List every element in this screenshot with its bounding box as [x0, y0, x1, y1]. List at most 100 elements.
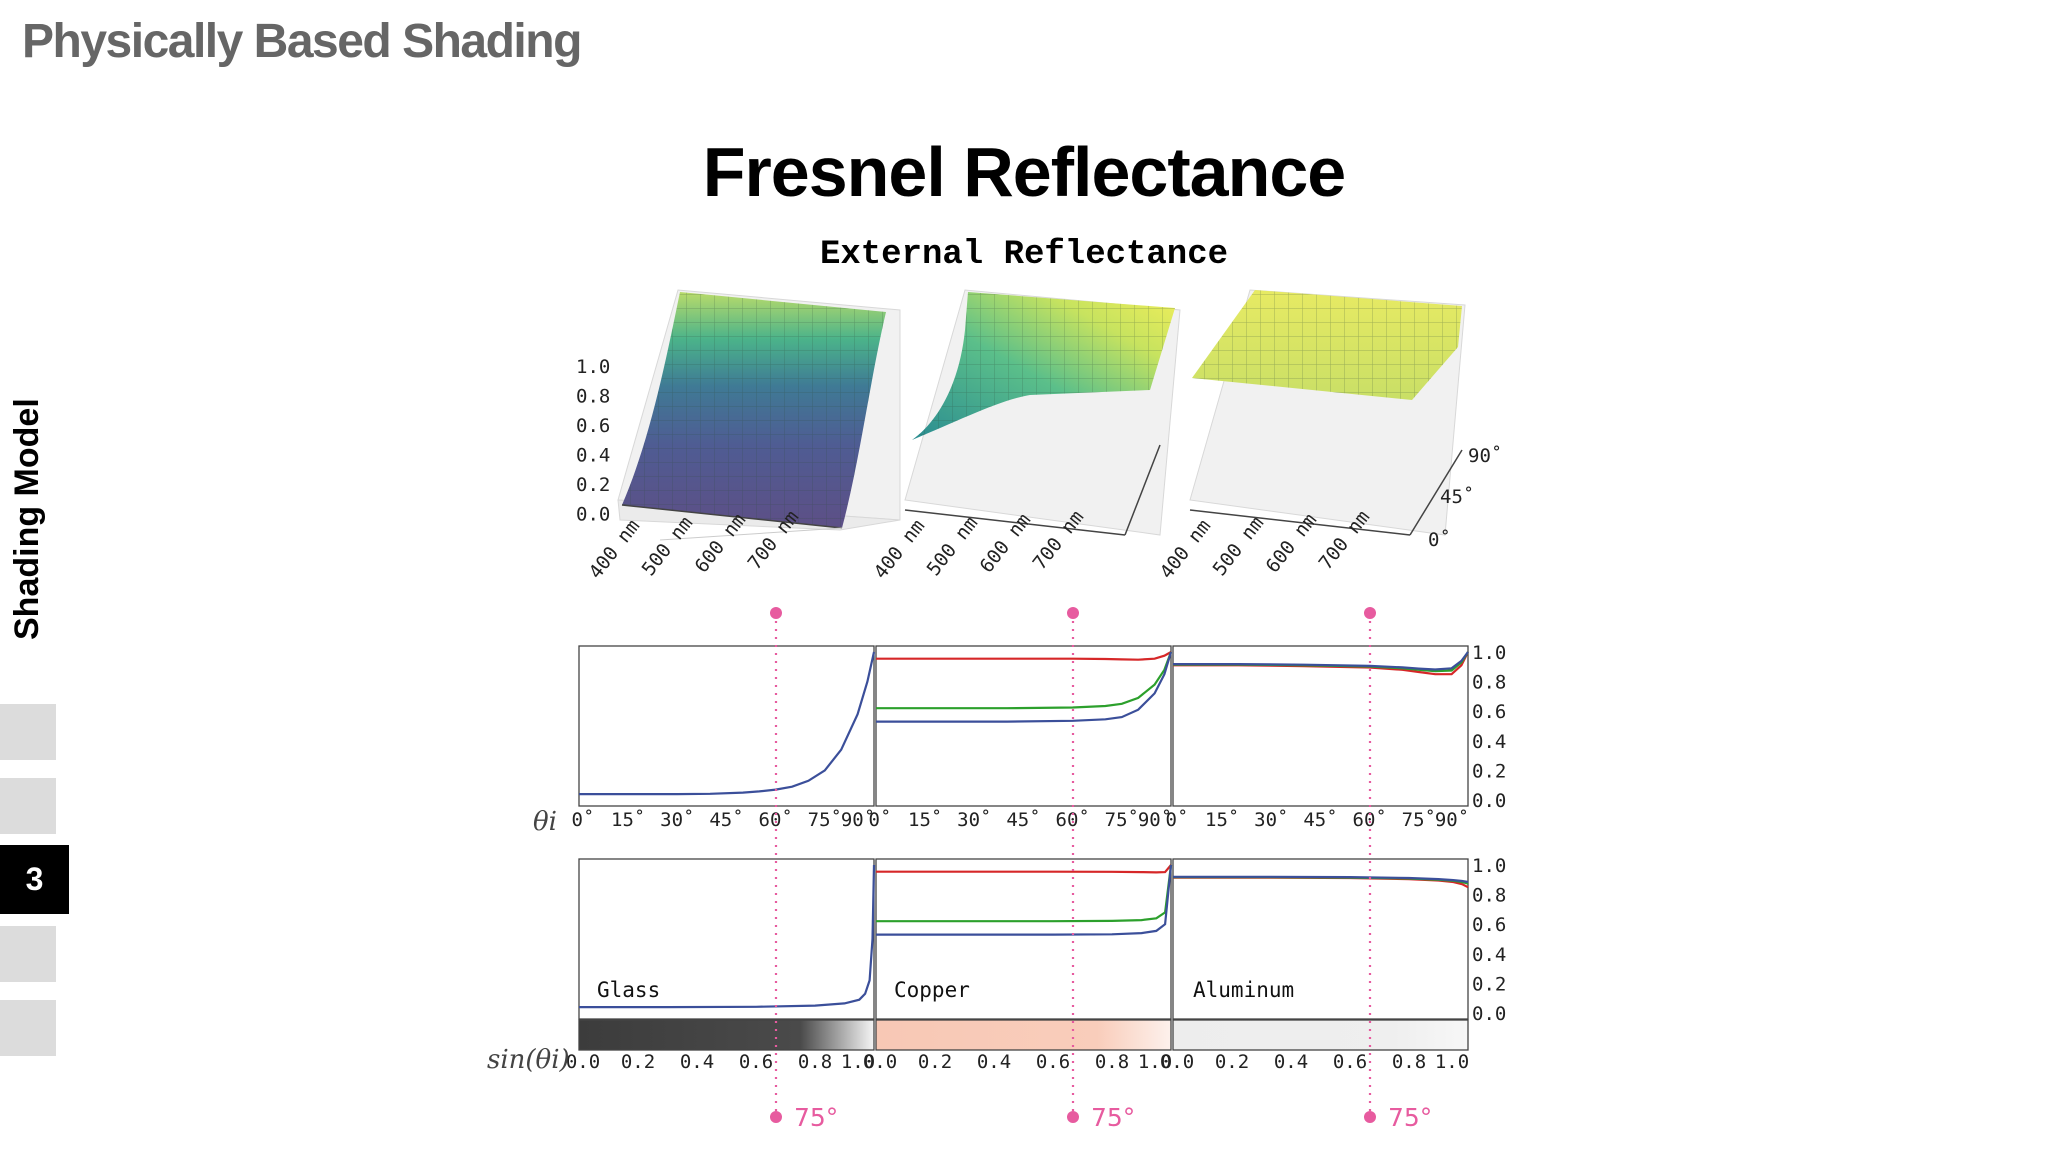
series-line	[1173, 651, 1469, 671]
line-panel-aluminum-sine: Aluminum 0.0 0.2 0.4 0.6 0.8 1.0	[1160, 858, 1469, 1073]
series-line	[876, 651, 1172, 661]
nav-slide-1[interactable]	[0, 704, 56, 760]
x-tick-label: 45˚	[709, 809, 743, 831]
marker-dot-top	[770, 607, 782, 619]
series-line	[876, 864, 1172, 874]
surface-angle-tick: 0˚	[1428, 529, 1451, 551]
x-tick-label: 0˚	[869, 809, 892, 831]
x-tick-label: 90˚	[1435, 809, 1469, 831]
surface-z-tick: 0.4	[576, 445, 610, 467]
x-tick-label: 1.0	[1435, 1051, 1469, 1073]
material-color-swatch	[1172, 1019, 1469, 1051]
y-tick-label: 0.2	[1472, 760, 1506, 782]
x-tick-label: 15˚	[611, 809, 645, 831]
surface-wavelength-tick: 500 nm	[923, 512, 983, 580]
x-tick-label: 0.6	[739, 1051, 773, 1073]
x-tick-label: 0.6	[1036, 1051, 1070, 1073]
marker-dot-bottom	[770, 1111, 782, 1123]
y-tick-label: 0.4	[1472, 944, 1506, 966]
y-tick-label: 1.0	[1472, 855, 1506, 877]
line-panel-aluminum-angle: 0˚ 15˚ 30˚ 45˚ 60˚ 75˚90˚	[1166, 645, 1469, 831]
surface-plot-glass	[617, 289, 901, 541]
x-tick-label: 75˚	[1105, 809, 1139, 831]
nav-slide-2[interactable]	[0, 778, 56, 834]
series-line	[1173, 875, 1469, 884]
y-tick-label: 0.6	[1472, 701, 1506, 723]
x-tick-label: 75˚	[808, 809, 842, 831]
angle-marker: 75°	[1364, 607, 1432, 1132]
x-tick-label: 0.2	[1215, 1051, 1249, 1073]
x-tick-label: 90˚	[841, 809, 875, 831]
panel-frame	[578, 858, 875, 1020]
nav-slide-5[interactable]	[0, 1000, 56, 1056]
surface-plot-copper	[904, 289, 1181, 536]
surface-wavelength-tick: 400 nm	[870, 515, 930, 583]
series-line	[876, 864, 1173, 923]
surface-angle-tick: 45˚	[1440, 486, 1474, 508]
surface-wavelength-tick: 400 nm	[1156, 515, 1216, 583]
surface-z-tick: 1.0	[576, 356, 610, 378]
x-tick-label: 0.0	[1160, 1051, 1194, 1073]
x-tick-label: 0.0	[566, 1051, 600, 1073]
figure-title: External Reflectance	[819, 236, 1229, 274]
nav-slide-4[interactable]	[0, 926, 56, 982]
y-tick-label: 0.8	[1472, 672, 1506, 694]
panel-frame	[578, 645, 875, 807]
nav-slide-current[interactable]: 3	[0, 845, 69, 914]
x-tick-label: 60˚	[1056, 809, 1090, 831]
surface-z-tick: 0.0	[576, 504, 610, 526]
x-tick-label: 0.4	[680, 1051, 714, 1073]
marker-angle-label: 75°	[794, 1103, 838, 1132]
x-tick-label: 0˚	[572, 809, 595, 831]
y-tick-label: 0.8	[1472, 885, 1506, 907]
panel-frame	[875, 645, 1172, 807]
x-axis-label: θi	[533, 807, 557, 837]
surface-plot-aluminum	[1189, 289, 1466, 536]
x-tick-label: 1.0	[841, 1051, 875, 1073]
series-line	[579, 864, 876, 1009]
marker-dot-bottom	[1067, 1111, 1079, 1123]
x-tick-label: 0.4	[1274, 1051, 1308, 1073]
x-tick-label: 1.0	[1138, 1051, 1172, 1073]
slide-title: Fresnel Reflectance	[702, 133, 1346, 211]
panel-frame	[1172, 858, 1469, 1020]
marker-dot-top	[1364, 607, 1376, 619]
marker-angle-label: 75°	[1091, 1103, 1135, 1132]
x-tick-label: 0.8	[1392, 1051, 1426, 1073]
x-tick-label: 60˚	[759, 809, 793, 831]
material-label: Aluminum	[1193, 978, 1294, 1002]
deck-title: Physically Based Shading	[22, 15, 582, 68]
x-axis-label: sin(θi)	[487, 1045, 570, 1075]
x-tick-label: 45˚	[1303, 809, 1337, 831]
x-tick-label: 0.2	[621, 1051, 655, 1073]
line-panel-copper-angle: 0˚ 15˚ 30˚ 45˚ 60˚ 75˚90˚	[869, 645, 1173, 831]
panel-frame	[875, 858, 1172, 1020]
x-tick-label: 0.0	[863, 1051, 897, 1073]
material-label: Glass	[597, 978, 660, 1002]
angle-marker: 75°	[1067, 607, 1135, 1132]
x-tick-label: 15˚	[908, 809, 942, 831]
surface-wavelength-tick: 500 nm	[1209, 512, 1269, 580]
x-tick-label: 30˚	[660, 809, 694, 831]
y-tick-label: 0.4	[1472, 731, 1506, 753]
x-tick-label: 0.2	[918, 1051, 952, 1073]
y-tick-label: 0.0	[1472, 790, 1506, 812]
x-tick-label: 90˚	[1138, 809, 1172, 831]
x-tick-label: 45˚	[1006, 809, 1040, 831]
y-tick-label: 0.2	[1472, 973, 1506, 995]
angle-marker: 75°	[770, 607, 838, 1132]
series-line	[876, 651, 1173, 723]
material-color-swatch	[578, 1019, 875, 1051]
line-panel-glass-sine: Glass 0.0 0.2 0.4 0.6 0.8 1.0	[566, 858, 876, 1073]
x-tick-label: 0.8	[798, 1051, 832, 1073]
x-tick-label: 60˚	[1353, 809, 1387, 831]
x-tick-label: 0.4	[977, 1051, 1011, 1073]
x-tick-label: 0˚	[1166, 809, 1189, 831]
x-tick-label: 75˚	[1402, 809, 1436, 831]
y-tick-label: 0.6	[1472, 914, 1506, 936]
x-tick-label: 30˚	[1254, 809, 1288, 831]
surface-z-tick: 0.8	[576, 386, 610, 408]
line-panel-glass-angle: 0˚ 15˚ 30˚ 45˚ 60˚ 75˚90˚	[572, 645, 875, 831]
surface-z-tick: 0.6	[576, 415, 610, 437]
line-panel-copper-sine: Copper 0.0 0.2 0.4 0.6 0.8 1.0	[863, 858, 1173, 1073]
